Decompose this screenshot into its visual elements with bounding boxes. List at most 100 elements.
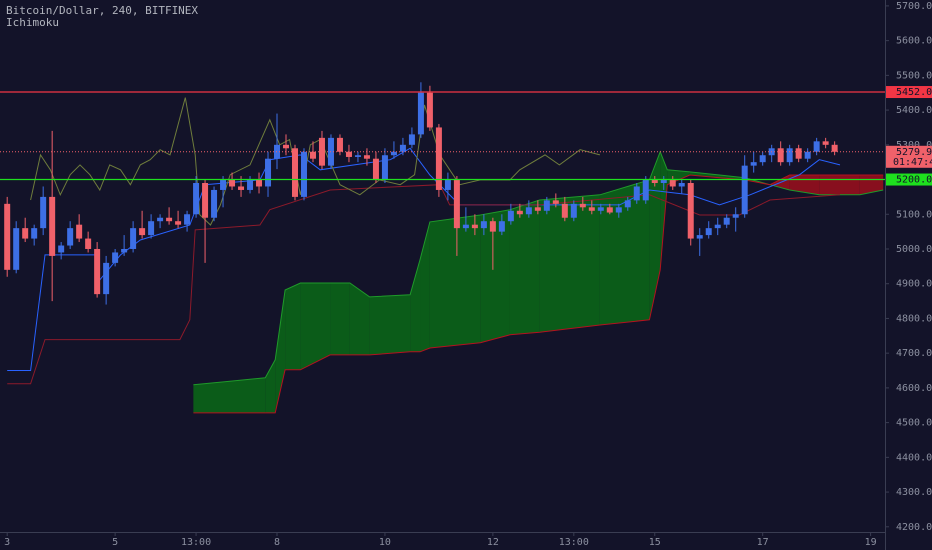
y-tick-label: 5600.0 (896, 36, 932, 47)
candle-body (417, 92, 424, 135)
cloud-segment (649, 151, 661, 320)
level-label-box (886, 86, 932, 99)
span-b-line (193, 174, 884, 414)
cloud-segment (599, 179, 650, 326)
cloud-segment (539, 194, 600, 333)
cloud-segment (193, 377, 266, 413)
candle-body (705, 228, 712, 236)
candle-body (597, 207, 604, 211)
candle-body (552, 200, 559, 204)
countdown-label: 01:47:41 (893, 157, 932, 168)
candle-body (103, 262, 110, 295)
cloud-segment (285, 283, 301, 370)
y-tick-label: 5500.0 (896, 70, 932, 81)
candle-body (265, 158, 272, 187)
candle-body (166, 217, 173, 222)
cloud-segment (719, 175, 745, 180)
indicator-name: Ichimoku (6, 16, 59, 29)
y-tick-label: 4300.0 (896, 487, 932, 498)
cloud-segment (420, 221, 430, 352)
y-tick-label: 5400.0 (896, 105, 932, 116)
candle-body (363, 155, 370, 159)
candle-body (85, 238, 92, 249)
candle-body (274, 144, 281, 159)
candle-body (453, 179, 460, 229)
candle-body (570, 203, 577, 218)
candle-body (516, 210, 523, 215)
candle-body (615, 207, 622, 213)
candle-body (777, 148, 784, 163)
candle-body (58, 245, 65, 253)
candle-body (292, 148, 298, 197)
candle-body (498, 221, 505, 232)
candle-body (723, 217, 730, 225)
x-tick-label: 17 (757, 537, 769, 548)
candle-body (822, 141, 829, 145)
candle-body (175, 221, 182, 225)
candle-body (831, 144, 838, 152)
y-tick-label: 4600.0 (896, 383, 932, 394)
cloud-segment (410, 259, 421, 352)
y-tick-label: 4200.0 (896, 522, 932, 533)
y-tick-label: 4800.0 (896, 313, 932, 324)
candle-body (130, 228, 137, 249)
candle-body (444, 179, 451, 190)
candle-body (256, 179, 263, 187)
candle-body (211, 189, 218, 218)
candle-body (579, 203, 586, 208)
y-tick-label: 5300.0 (896, 140, 932, 151)
candle-body (471, 224, 478, 229)
last-price-label: 5279.9 (896, 147, 932, 158)
candle-body (642, 179, 649, 201)
candle-body (588, 207, 595, 211)
candle-body (741, 165, 748, 215)
candle-body (732, 214, 739, 218)
candle-body (31, 228, 38, 239)
candle-body (139, 228, 146, 236)
candle-body (229, 179, 236, 187)
candle-body (238, 186, 245, 190)
cloud-segment (689, 171, 720, 178)
cloud-segment (265, 359, 276, 413)
candle-body (624, 200, 631, 208)
candle-body (49, 196, 56, 256)
candle-body (184, 214, 191, 225)
cloud-segment (509, 200, 540, 335)
candle-body (309, 151, 316, 159)
cloud-segment (275, 289, 286, 413)
candle-body (408, 134, 415, 145)
candle-body (372, 158, 379, 180)
candle-body (13, 228, 20, 270)
last-price-box (886, 145, 932, 168)
candle-body (525, 207, 532, 215)
y-tick-label: 4500.0 (896, 418, 932, 429)
candle-body (480, 221, 487, 229)
candle-body (336, 137, 343, 152)
level-label-box (886, 173, 932, 186)
candle-body (22, 228, 29, 239)
candle-body (381, 155, 388, 180)
candle-body (750, 162, 757, 166)
candle-body (426, 92, 433, 128)
candle-body (534, 207, 541, 211)
candle-body (507, 210, 514, 222)
x-tick-label: 5 (112, 537, 118, 548)
candle-body (399, 144, 406, 152)
level-label: 5200.0 (896, 175, 932, 186)
candle-body (660, 179, 667, 184)
cloud-segment (330, 283, 350, 355)
candle-body (76, 224, 83, 239)
indicator-line (7, 184, 841, 385)
candle-body (300, 151, 307, 197)
candle-body (606, 207, 613, 213)
candle-body (202, 183, 209, 218)
x-tick-label: 15 (649, 537, 661, 548)
candle-body (4, 203, 11, 270)
candle-body (795, 148, 802, 159)
candle-body (148, 221, 155, 236)
candle-body (804, 151, 811, 159)
candle-body (390, 151, 397, 156)
x-tick-label: 12 (487, 537, 499, 548)
candle-body (687, 183, 694, 239)
